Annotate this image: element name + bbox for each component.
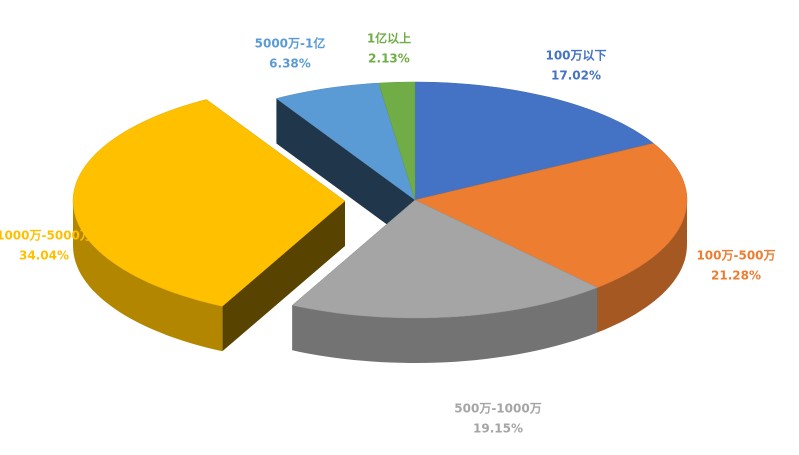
slice-side <box>73 201 223 352</box>
slice-value-label: 2.13% <box>368 52 410 66</box>
slice <box>378 81 416 201</box>
slice <box>291 199 599 319</box>
slice-value-label: 34.04% <box>19 249 69 263</box>
slice-label: 100万-500万 <box>696 249 775 263</box>
slice-value-label: 21.28% <box>711 269 761 283</box>
slice-side <box>597 200 687 333</box>
slice-value-label: 17.02% <box>551 69 601 83</box>
slice <box>275 82 416 201</box>
slice-value-label: 6.38% <box>269 57 311 71</box>
slice-cut-face <box>276 98 415 245</box>
slice-cut-face <box>222 201 345 352</box>
slice-label: 5000万-1亿 <box>255 36 326 51</box>
slice-side <box>292 287 598 363</box>
slice-label: 1亿以上 <box>367 31 411 46</box>
slice <box>414 143 688 288</box>
slice <box>72 99 346 307</box>
slice-label: 500万-1000万 <box>454 402 541 416</box>
slice-value-label: 19.15% <box>473 422 523 436</box>
slice <box>414 81 655 201</box>
slice-label: 100万以下 <box>545 49 606 63</box>
slice-label: 1000万-5000万 <box>0 229 92 243</box>
